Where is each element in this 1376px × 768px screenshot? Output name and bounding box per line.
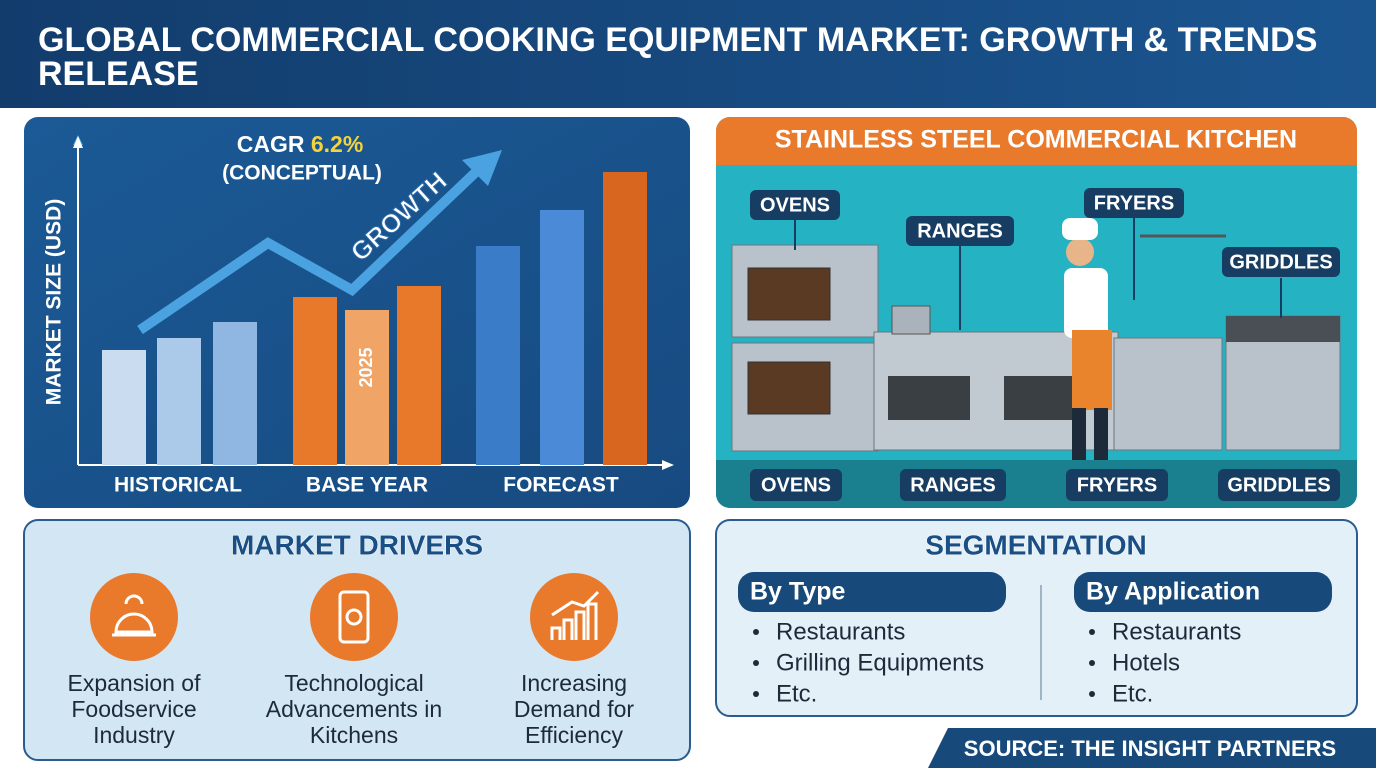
bar [603,172,647,465]
bullet [753,629,759,635]
cagr: CAGR 6.2% [237,131,364,157]
icon-glyph [550,590,600,640]
top-label: RANGES [917,220,1003,242]
source-band [928,728,1376,768]
seg-item: Etc. [776,680,817,707]
chart-panel: MARKET SIZE (USD) CAGR 6.2% (CONCEPTUAL)… [24,117,690,508]
bar [157,338,201,465]
kitchen-panel: STAINLESS STEEL COMMERCIAL KITCHEN OVENS… [716,117,1357,508]
title-line: RELEASE [38,55,199,93]
driver-text: Technological [284,670,423,696]
source: SOURCE: THE INSIGHT PARTNERS [964,736,1336,761]
leg [1072,408,1086,460]
bottom-label: FRYERS [1077,474,1157,496]
bar [345,310,389,465]
label-pill [1222,247,1340,277]
group-label: HISTORICAL [114,474,242,497]
range-door [888,376,970,420]
label-pill [900,469,1006,501]
cagr-value: 6.2% [311,131,363,157]
axis-arrow [662,460,674,470]
top-label: GRIDDLES [1229,251,1332,273]
seg-item: Etc. [1112,680,1153,707]
segmentation-panel: SEGMENTATION By Type Restaurants Grilling … [715,519,1358,717]
label-pill [906,216,1014,246]
panel [715,519,1358,717]
icon-glyph [345,608,363,626]
driver-text: Increasing [521,670,627,696]
bar [397,286,441,465]
driver-icon [90,573,178,661]
driver-text: Kitchens [310,722,398,748]
oven-window [747,361,831,415]
fryer [1113,337,1223,451]
bullet [1089,691,1095,697]
bar [213,322,257,465]
chef-head [1066,238,1094,266]
cagr-note: (CONCEPTUAL) [222,162,382,185]
header-band [0,0,1376,108]
title-line: GLOBAL COMMERCIAL COOKING EQUIPMENT MARK… [38,21,1317,59]
growth-arrow [137,166,482,335]
seg-heading: By Type [750,578,845,606]
griddle-top [1226,316,1340,342]
bottom-label: GRIDDLES [1227,474,1330,496]
bullet [753,691,759,697]
bullet [1089,660,1095,666]
pot [891,305,931,335]
seg-item: Hotels [1112,649,1180,676]
top-label: FRYERS [1094,192,1174,214]
top-label: OVENS [760,194,830,216]
driver-icon [310,573,398,661]
arrow-head [462,150,502,186]
driver-text: Industry [93,722,175,748]
seg-heading-pill [1074,572,1332,612]
y-axis-label: MARKET SIZE (USD) [43,199,66,406]
apron [1072,330,1112,410]
driver-text: Efficiency [525,722,624,748]
seg-heading: By Application [1086,578,1260,606]
kitchen-title: STAINLESS STEEL COMMERCIAL KITCHEN [775,126,1297,154]
label-pill [750,469,842,501]
label-pill [1066,469,1168,501]
group-label: FORECAST [503,474,619,497]
bottom-label: OVENS [761,474,831,496]
cagr-label: CAGR [237,131,305,157]
chef-hat [1062,218,1098,240]
driver-text: Foodservice [71,696,196,722]
bar [102,350,146,465]
leg [1094,408,1108,460]
seg-heading-pill [738,572,1006,612]
bullet [753,660,759,666]
driver-text: Advancements in [266,696,442,722]
seg-item: Grilling Equipments [776,649,984,676]
icon-glyph [112,594,156,637]
bar [540,210,584,465]
oven-window [747,267,831,321]
driver-text: Demand for [514,696,635,722]
bottom-label: RANGES [910,474,996,496]
seg-item: Restaurants [1112,618,1241,645]
drivers-title: MARKET DRIVERS [231,529,483,560]
kitchen-header [716,117,1357,165]
label-pill [1084,188,1184,218]
floor [716,460,1357,508]
label-pill [750,190,840,220]
axis-arrow [73,136,83,148]
chef-body [1064,268,1108,338]
drivers-panel: MARKET DRIVERS Expansion ofFoodserviceIn… [23,519,691,761]
seg-item: Restaurants [776,618,905,645]
driver-icon [530,573,618,661]
bar-label: 2025 [356,347,376,387]
label-pill [1218,469,1340,501]
driver-text: Expansion of [68,670,202,696]
segmentation-title: SEGMENTATION [925,529,1146,560]
bullet [1089,629,1095,635]
icon-glyph [338,590,370,644]
bar [476,246,520,465]
group-label: BASE YEAR [306,474,428,497]
bar [293,297,337,465]
